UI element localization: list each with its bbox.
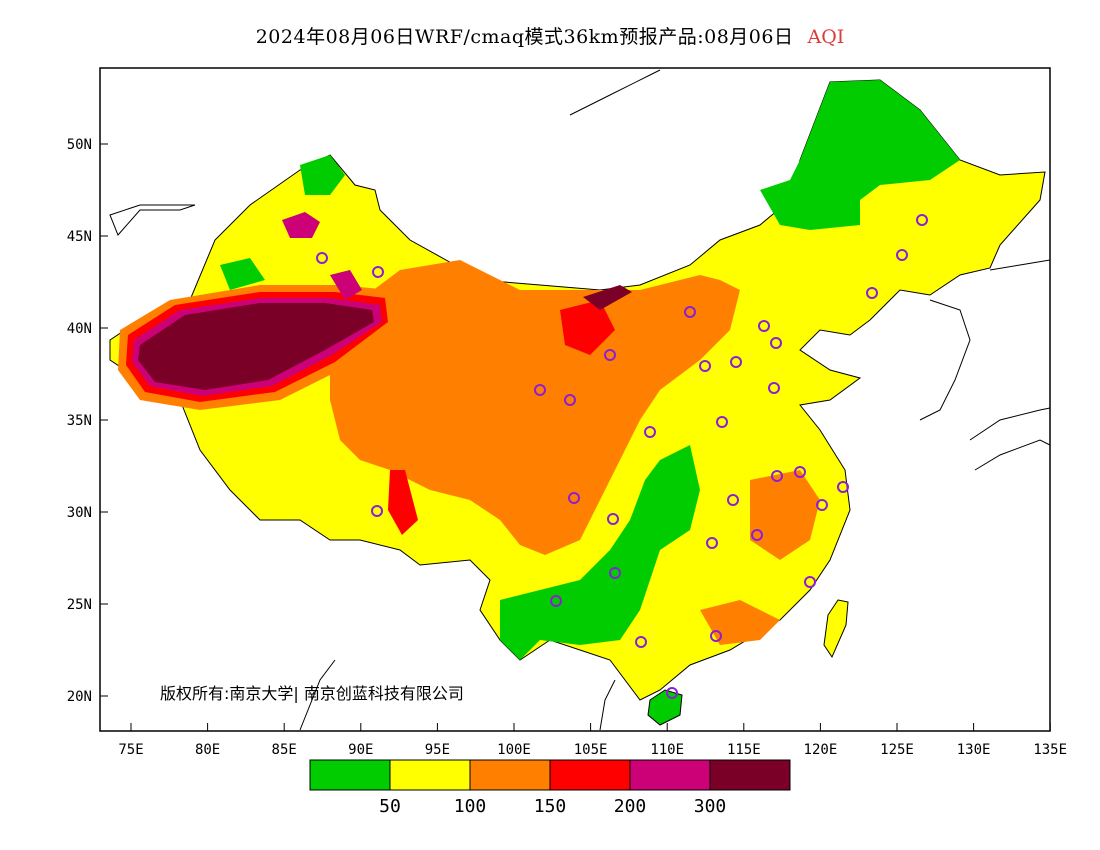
lon-tick-label: 95E bbox=[425, 742, 450, 758]
variable-label: AQI bbox=[807, 26, 845, 48]
map-frame bbox=[99, 67, 1051, 732]
station-marker bbox=[604, 349, 616, 361]
lon-tick-label: 115E bbox=[727, 742, 761, 758]
colorbar-swatch bbox=[549, 759, 631, 791]
india-coast bbox=[299, 659, 336, 731]
northwest-good-zone bbox=[300, 155, 345, 195]
station-markers bbox=[316, 214, 928, 699]
russia-coast bbox=[989, 259, 1051, 271]
lon-tick-label: 75E bbox=[118, 742, 143, 758]
lat-tick-label: 50N bbox=[67, 137, 92, 153]
aqi-colorbar: 50 100 150 200 300 bbox=[309, 759, 791, 817]
longitude-axis: 75E 80E 85E 90E 95E 100E 105E 110E 115E 120E 125E 1… bbox=[118, 723, 1067, 758]
station-marker bbox=[644, 426, 656, 438]
japan-coast-2 bbox=[974, 439, 1051, 471]
central-usg-zone bbox=[330, 260, 740, 555]
station-marker bbox=[770, 337, 782, 349]
station-marker bbox=[837, 481, 849, 493]
station-marker bbox=[771, 470, 783, 482]
station-marker bbox=[706, 537, 718, 549]
colorbar-swatch bbox=[469, 759, 551, 791]
station-marker bbox=[758, 320, 770, 332]
station-marker bbox=[768, 382, 780, 394]
station-marker bbox=[751, 529, 763, 541]
station-marker bbox=[534, 384, 546, 396]
northeast-good-zone bbox=[760, 80, 960, 230]
lat-tick-label: 40N bbox=[67, 321, 92, 337]
sakhalin-coast bbox=[569, 69, 661, 116]
map-title: 2024年08月06日WRF/cmaq模式36km预报产品:08月06日 AQI bbox=[0, 22, 1100, 52]
tibet-unhealthy-spot bbox=[388, 470, 418, 535]
lon-tick-label: 120E bbox=[804, 742, 838, 758]
station-marker bbox=[916, 214, 928, 226]
lat-tick-label: 30N bbox=[67, 505, 92, 521]
latitude-axis: 50N 45N 40N 35N 30N 25N 20N bbox=[67, 137, 108, 705]
korea-coast bbox=[919, 299, 971, 421]
junggar-hotspot bbox=[282, 212, 320, 238]
station-marker bbox=[372, 266, 384, 278]
coastlines bbox=[109, 69, 1051, 731]
southwest-good-zone bbox=[500, 445, 700, 660]
copyright-text: 版权所有:南京大学| 南京创蓝科技有限公司 bbox=[160, 684, 464, 703]
lon-tick-label: 100E bbox=[497, 742, 531, 758]
station-marker bbox=[564, 394, 576, 406]
station-marker bbox=[609, 567, 621, 579]
lat-tick-label: 25N bbox=[67, 597, 92, 613]
station-marker bbox=[727, 494, 739, 506]
lon-tick-label: 105E bbox=[574, 742, 608, 758]
colorbar-label: 50 bbox=[379, 796, 401, 817]
station-marker bbox=[794, 466, 806, 478]
japan-coast bbox=[969, 407, 1051, 441]
station-marker bbox=[866, 287, 878, 299]
station-marker bbox=[699, 360, 711, 372]
vietnam-coast bbox=[599, 679, 616, 731]
station-marker bbox=[550, 595, 562, 607]
colorbar-label: 300 bbox=[694, 796, 727, 817]
lon-tick-label: 85E bbox=[272, 742, 297, 758]
colorbar-swatch bbox=[309, 759, 391, 791]
station-marker bbox=[804, 576, 816, 588]
lat-tick-label: 35N bbox=[67, 413, 92, 429]
taiwan-island bbox=[823, 599, 849, 659]
xinjiang-hazardous-core bbox=[138, 303, 374, 390]
station-marker bbox=[684, 306, 696, 318]
title-text: 2024年08月06日WRF/cmaq模式36km预报产品:08月06日 bbox=[255, 26, 794, 48]
lon-tick-label: 125E bbox=[880, 742, 914, 758]
balkhash-outline bbox=[109, 204, 196, 236]
colorbar-swatch bbox=[389, 759, 471, 791]
station-marker bbox=[816, 499, 828, 511]
hexi-hotspot bbox=[560, 300, 615, 355]
lon-tick-label: 110E bbox=[650, 742, 684, 758]
lat-tick-label: 45N bbox=[67, 229, 92, 245]
station-marker bbox=[710, 630, 722, 642]
station-marker bbox=[568, 492, 580, 504]
east-usg-patch bbox=[750, 470, 820, 560]
colorbar-label: 200 bbox=[614, 796, 647, 817]
lat-tick-label: 20N bbox=[67, 689, 92, 705]
turpan-hotspot bbox=[330, 270, 362, 300]
station-marker bbox=[635, 636, 647, 648]
inner-mongolia-hotspot bbox=[583, 285, 632, 310]
colorbar-label: 100 bbox=[454, 796, 487, 817]
lon-tick-label: 90E bbox=[348, 742, 373, 758]
west-good-patch bbox=[220, 258, 265, 290]
station-marker bbox=[896, 249, 908, 261]
station-marker bbox=[371, 505, 383, 517]
station-marker bbox=[666, 687, 678, 699]
colorbar-swatch bbox=[629, 759, 711, 791]
lon-tick-label: 135E bbox=[1033, 742, 1067, 758]
lon-tick-label: 130E bbox=[957, 742, 991, 758]
colorbar-swatch bbox=[709, 759, 791, 791]
station-marker bbox=[316, 252, 328, 264]
station-marker bbox=[730, 356, 742, 368]
lon-tick-label: 80E bbox=[195, 742, 220, 758]
colorbar-label: 150 bbox=[534, 796, 567, 817]
station-marker bbox=[607, 513, 619, 525]
station-marker bbox=[716, 416, 728, 428]
